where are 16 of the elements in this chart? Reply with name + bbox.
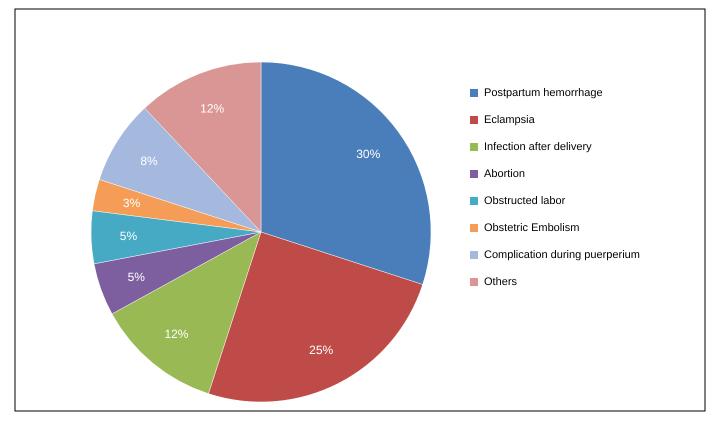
legend-label: Obstetric Embolism — [484, 222, 580, 234]
data-label: 5% — [120, 229, 138, 244]
legend-label: Obstructed labor — [484, 195, 566, 207]
data-label: 12% — [164, 327, 189, 342]
legend-label: Eclampsia — [484, 114, 536, 126]
legend-label: Postpartum hemorrhage — [484, 87, 603, 99]
data-label: 25% — [309, 343, 334, 358]
legend-label: Others — [484, 276, 518, 288]
data-label: 5% — [128, 270, 146, 284]
data-label: 3% — [122, 196, 141, 210]
legend-label: Infection after delivery — [484, 141, 592, 153]
legend-label: Complication during puerperium — [484, 249, 640, 261]
legend-label: Abortion — [484, 168, 525, 180]
data-label: 30% — [356, 147, 381, 162]
data-label: 8% — [140, 154, 158, 168]
data-label: 12% — [200, 102, 225, 116]
